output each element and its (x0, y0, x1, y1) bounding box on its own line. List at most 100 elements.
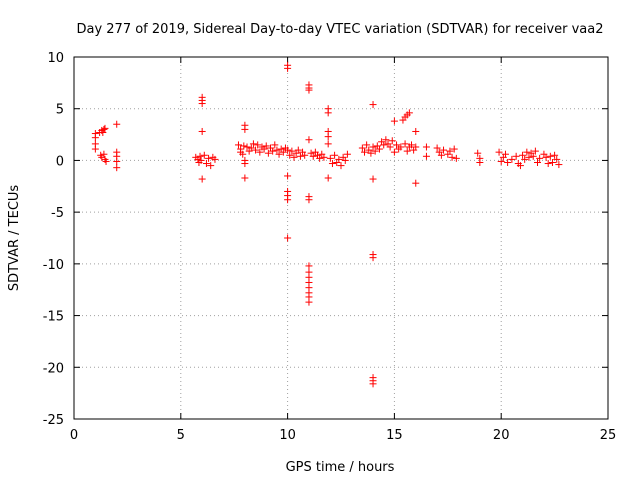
data-point (256, 148, 264, 156)
y-tick-label: -25 (43, 413, 64, 428)
data-point (324, 109, 332, 117)
data-point (343, 150, 351, 158)
data-point (284, 234, 292, 242)
data-point (113, 120, 121, 128)
data-point (269, 147, 277, 155)
data-point (407, 141, 415, 149)
data-point (363, 141, 371, 149)
data-point (324, 133, 332, 141)
data-point (113, 157, 121, 165)
data-point (202, 160, 210, 168)
data-point (328, 160, 336, 168)
data-point (241, 174, 249, 182)
data-point (113, 164, 121, 172)
data-point (523, 148, 531, 156)
data-point (99, 129, 107, 137)
data-point (397, 143, 405, 151)
data-point (324, 140, 332, 148)
data-point (440, 146, 448, 154)
x-tick-label: 0 (70, 428, 78, 443)
data-point (548, 158, 556, 166)
data-point (516, 162, 524, 170)
y-tick-label: -5 (51, 206, 64, 221)
data-point (305, 136, 313, 144)
data-point (497, 157, 505, 165)
data-point (551, 151, 559, 159)
x-axis-label: GPS time / hours (286, 460, 395, 475)
x-tick-label: 10 (279, 428, 296, 443)
data-point (197, 156, 205, 164)
data-point (546, 152, 554, 160)
y-tick-label: -10 (43, 258, 64, 273)
data-point (433, 144, 441, 152)
y-tick-label: -20 (43, 361, 64, 376)
data-point (369, 254, 377, 262)
x-tick-label: 15 (386, 428, 403, 443)
data-point (305, 86, 313, 94)
data-point (531, 147, 539, 155)
y-tick-label: 10 (47, 51, 64, 66)
data-point (326, 154, 334, 162)
data-point (382, 136, 390, 144)
data-point (390, 148, 398, 156)
data-point (196, 152, 204, 160)
data-point (294, 146, 302, 154)
data-point (331, 151, 339, 159)
data-point (508, 155, 516, 163)
data-point (555, 161, 563, 169)
data-point (275, 150, 283, 158)
data-point (205, 154, 213, 162)
data-point (279, 148, 287, 156)
data-point (525, 153, 533, 161)
data-point (91, 145, 99, 153)
data-point (262, 142, 270, 150)
data-point (239, 150, 247, 158)
data-point (264, 149, 272, 157)
y-axis-label: SDTVAR / TECUs (7, 185, 22, 292)
data-point (369, 143, 377, 151)
data-point (288, 147, 296, 155)
data-point (369, 101, 377, 109)
data-point (284, 196, 292, 204)
data-point (446, 147, 454, 155)
data-point (207, 162, 215, 170)
data-point (519, 151, 527, 159)
data-point (91, 134, 99, 142)
data-point (305, 262, 313, 270)
axis-ticks: 0 5 10 15 20 25 -25 -20 -15 -10 -5 0 5 10 (43, 51, 617, 443)
data-point (341, 156, 349, 164)
data-point (284, 146, 292, 154)
data-point (422, 152, 430, 160)
data-point (241, 125, 249, 133)
data-point (286, 151, 294, 159)
chart-title: Day 277 of 2019, Sidereal Day-to-day VTE… (76, 22, 603, 37)
data-point (476, 158, 484, 166)
data-point (316, 154, 324, 162)
data-point (335, 155, 343, 163)
y-tick-label: 0 (56, 154, 64, 169)
data-point (450, 145, 458, 153)
data-series (91, 61, 563, 388)
data-point (536, 154, 544, 162)
data-point (534, 158, 542, 166)
data-point (305, 196, 313, 204)
data-point (240, 142, 248, 150)
data-point (273, 146, 281, 154)
data-point (369, 175, 377, 183)
data-point (405, 109, 413, 117)
data-point (388, 137, 396, 145)
data-point (448, 153, 456, 161)
data-point (198, 175, 206, 183)
data-point (393, 141, 401, 149)
data-point (290, 153, 298, 161)
data-point (358, 144, 366, 152)
data-point (369, 380, 377, 388)
data-point (101, 124, 109, 132)
data-point (544, 160, 552, 168)
data-point (324, 174, 332, 182)
data-point (271, 141, 279, 149)
data-point (252, 146, 260, 154)
data-point (401, 140, 409, 148)
